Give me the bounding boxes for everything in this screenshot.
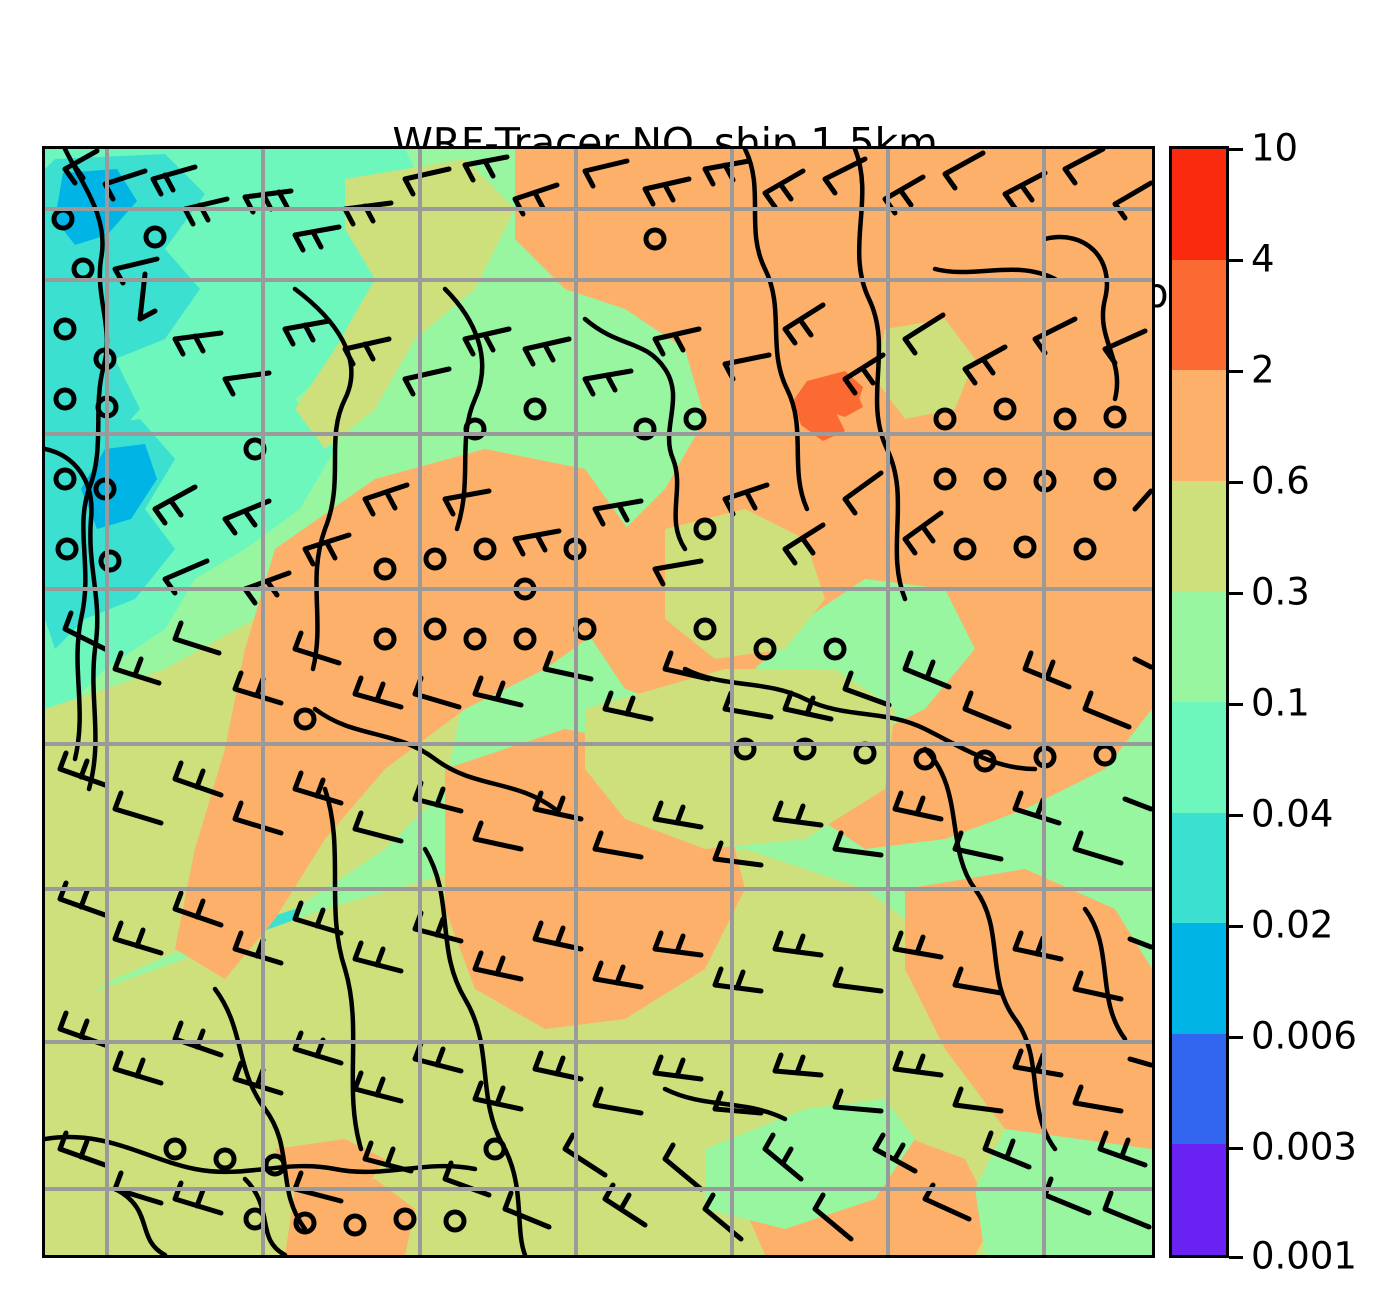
colorbar-band <box>1172 591 1226 702</box>
colorbar-tick <box>1229 148 1243 151</box>
colorbar-tick-label: 0.001 <box>1251 1234 1357 1278</box>
colorbar-tick-label: 0.6 <box>1251 459 1310 503</box>
colorbar-band <box>1172 370 1226 481</box>
colorbar-band <box>1172 480 1226 592</box>
colorbar-tick-label: 0.02 <box>1251 903 1334 947</box>
colorbar-band <box>1172 812 1226 924</box>
colorbar-band <box>1172 923 1226 1034</box>
colorbar-tick-label: 2 <box>1251 348 1275 392</box>
colorbar-tick-label: 0.003 <box>1251 1125 1357 1169</box>
colorbar-tick-label: 0.04 <box>1251 792 1334 836</box>
colorbar-band <box>1172 1033 1226 1145</box>
colorbar-tick-label: 0.006 <box>1251 1014 1357 1058</box>
colorbar-tick <box>1229 481 1243 484</box>
colorbar-tick <box>1229 592 1243 595</box>
colorbar-tick <box>1229 259 1243 262</box>
colorbar-tick-label: 0.1 <box>1251 681 1310 725</box>
wind-barb-layer <box>51 149 1152 1242</box>
colorbar-tick-group: 10 4 2 0.6 0.3 0.1 0.04 0.02 0.006 0.003… <box>1229 130 1399 1275</box>
map-plot-area[interactable] <box>42 146 1155 1258</box>
colorbar-tick-label: 4 <box>1251 237 1275 281</box>
colorbar-tick <box>1229 703 1243 706</box>
colorbar-band <box>1172 701 1226 813</box>
chart-title-line-1: WRF-Tracer NO_ship 1.5km <box>392 119 938 168</box>
colorbar-tick <box>1229 814 1243 817</box>
colorbar-band <box>1172 149 1226 260</box>
colorbar[interactable] <box>1169 146 1229 1258</box>
colorbar-tick-label: 10 <box>1251 126 1299 170</box>
colorbar-band <box>1172 259 1226 371</box>
map-field-layer <box>45 149 1152 1255</box>
colorbar-tick <box>1229 925 1243 928</box>
colorbar-tick-label: 0.3 <box>1251 570 1310 614</box>
colorbar-tick <box>1229 1147 1243 1150</box>
colorbar-tick <box>1229 370 1243 373</box>
colorbar-tick <box>1229 1256 1243 1259</box>
colorbar-band <box>1172 1144 1226 1255</box>
colorbar-tick <box>1229 1036 1243 1039</box>
latlon-gridline-layer <box>45 149 1152 1255</box>
